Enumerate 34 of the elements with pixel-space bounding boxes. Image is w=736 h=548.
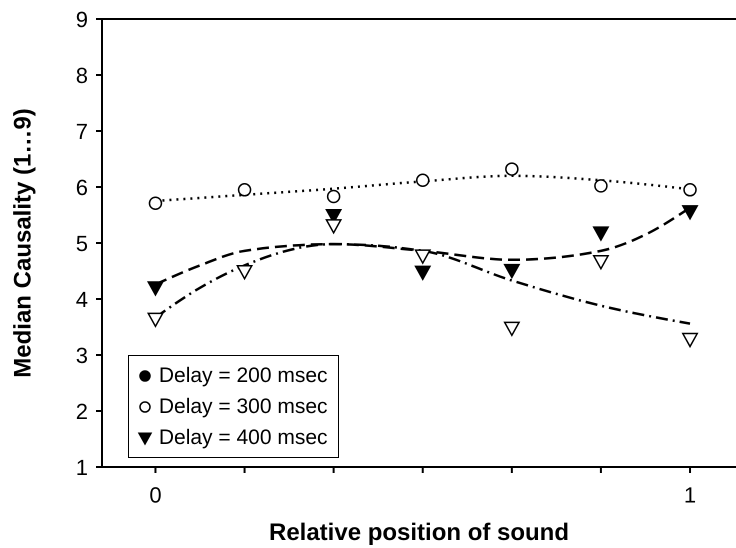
y-tick-label: 5 — [76, 230, 88, 256]
x-axis-title: Relative position of sound — [268, 519, 570, 546]
point — [238, 183, 252, 197]
y-tick-label: 1 — [76, 454, 88, 480]
legend-label: Delay = 200 msec — [158, 363, 328, 389]
point — [416, 174, 430, 188]
point — [414, 249, 431, 264]
point — [148, 196, 162, 210]
point — [592, 254, 609, 270]
point — [682, 332, 698, 348]
point — [682, 205, 698, 220]
point — [326, 219, 342, 234]
y-tick-label: 2 — [76, 398, 88, 424]
point — [592, 226, 609, 241]
point — [594, 179, 608, 193]
point — [414, 266, 431, 280]
point — [504, 264, 520, 278]
y-tick-label: 6 — [76, 174, 88, 200]
point — [326, 190, 340, 204]
y-tick-label: 9 — [76, 6, 88, 32]
point — [148, 281, 164, 296]
x-tick-label: 0 — [149, 482, 162, 508]
y-tick-label: 4 — [76, 286, 88, 312]
legend-label: Delay = 400 msec — [158, 425, 328, 451]
y-tick-label: 8 — [76, 62, 88, 88]
y-tick-label: 7 — [76, 118, 88, 144]
y-tick-label: 3 — [76, 342, 88, 368]
point — [148, 312, 164, 328]
y-axis-title: Median Causality (1…9) — [10, 108, 37, 378]
point — [505, 162, 519, 176]
point — [683, 183, 697, 197]
legend-label: Delay = 300 msec — [158, 394, 328, 420]
point — [504, 322, 520, 336]
point — [236, 265, 253, 280]
